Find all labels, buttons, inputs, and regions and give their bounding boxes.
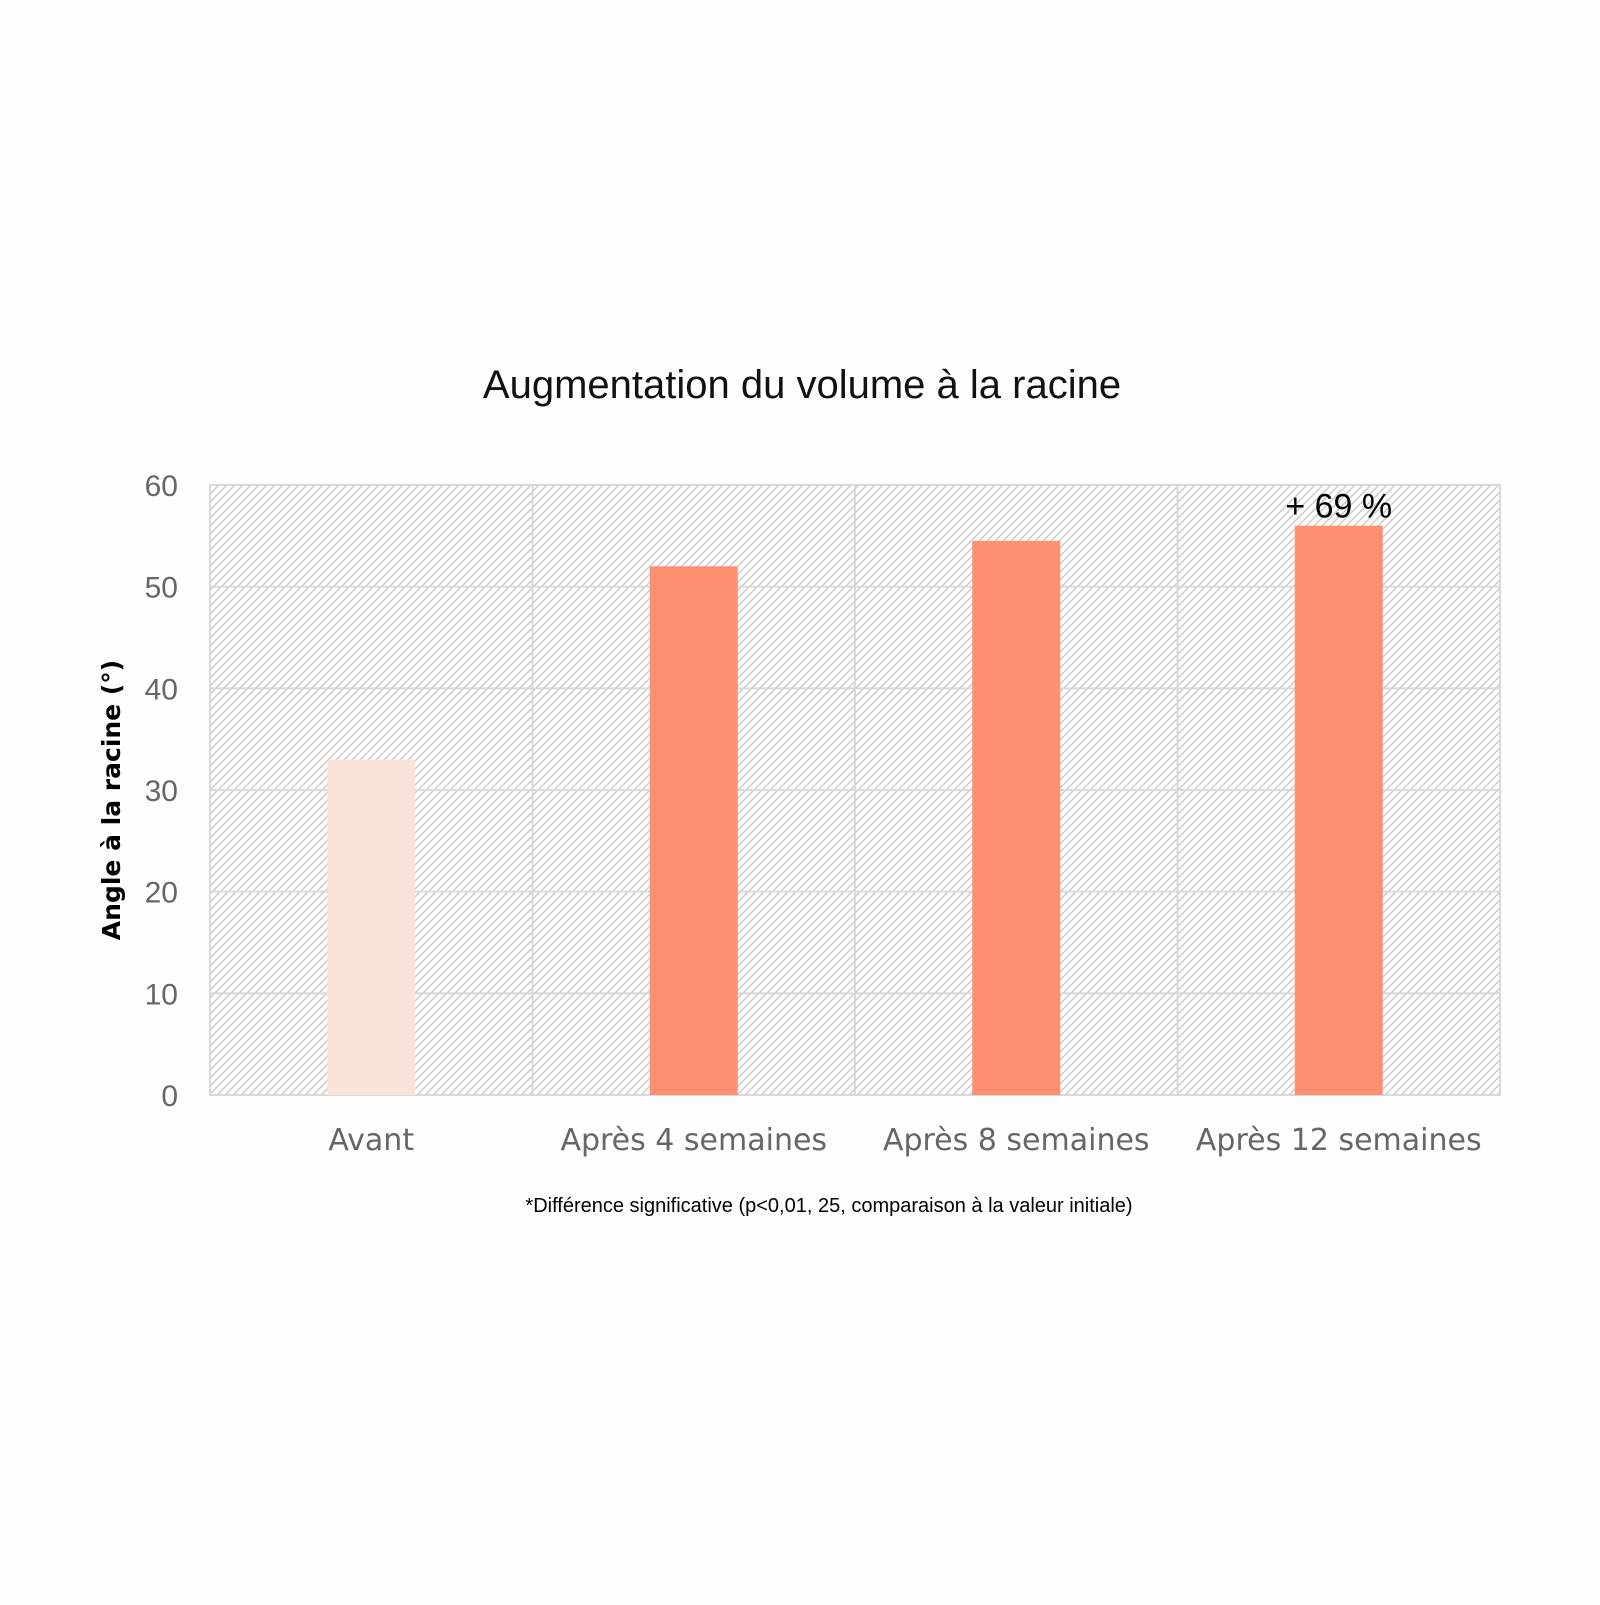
bars bbox=[327, 525, 1383, 1095]
y-tick-label: 0 bbox=[161, 1080, 178, 1113]
bar bbox=[972, 540, 1061, 1095]
x-tick-label: Après 8 semaines bbox=[883, 1123, 1150, 1158]
x-tick-label: Avant bbox=[328, 1123, 414, 1158]
x-tick-label: Après 4 semaines bbox=[560, 1123, 827, 1158]
x-tick-label: Après 12 semaines bbox=[1196, 1123, 1482, 1158]
y-axis-label: Angle à la racine (°) bbox=[97, 660, 126, 940]
bar bbox=[327, 759, 416, 1095]
y-tick-label: 50 bbox=[145, 572, 178, 605]
y-tick-label: 40 bbox=[145, 673, 178, 706]
gridlines bbox=[210, 485, 1500, 1095]
y-axis-ticks: 0 10 20 30 40 50 60 bbox=[145, 470, 178, 1113]
x-axis-ticks: Avant Après 4 semaines Après 8 semaines Apr… bbox=[328, 1123, 1481, 1158]
y-tick-label: 30 bbox=[145, 775, 178, 808]
bar bbox=[649, 566, 738, 1095]
y-tick-label: 10 bbox=[145, 978, 178, 1011]
bar bbox=[1294, 525, 1383, 1095]
footnote: *Différence significative (p<0,01, 25, c… bbox=[525, 1195, 1132, 1217]
chart-title: Augmentation du volume à la racine bbox=[483, 363, 1121, 407]
y-tick-label: 20 bbox=[145, 877, 178, 910]
bar-annotation: + 69 % bbox=[1285, 488, 1392, 526]
y-tick-label: 60 bbox=[145, 470, 178, 503]
